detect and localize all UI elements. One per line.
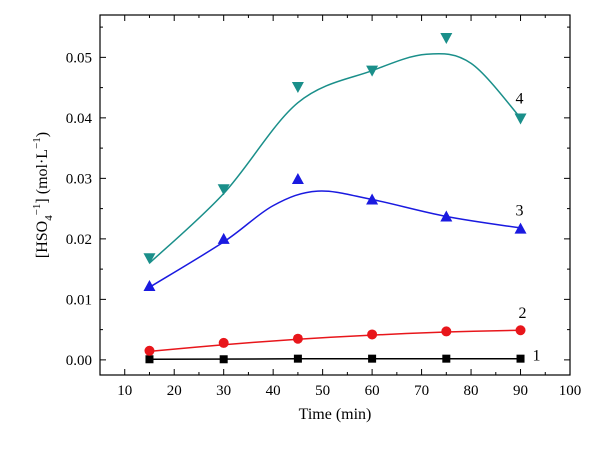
- x-tick-label: 60: [365, 383, 380, 399]
- series-4-point: [514, 113, 527, 125]
- series-4-curve: [148, 52, 522, 264]
- series-3-point: [217, 232, 230, 244]
- series-2-label: 2: [519, 305, 527, 322]
- x-tick-label: 90: [513, 383, 528, 399]
- x-tick-label: 10: [117, 383, 132, 399]
- x-tick-label: 50: [315, 383, 330, 399]
- series-2-point: [144, 345, 155, 356]
- y-tick-label: 0.02: [66, 232, 92, 248]
- series-1-point: [442, 354, 451, 363]
- series-3-point: [514, 222, 527, 234]
- series-markers: [143, 32, 527, 364]
- x-tick-label: 80: [464, 383, 479, 399]
- plot-frame: [99, 14, 571, 376]
- x-tick-label: 40: [266, 383, 281, 399]
- series-labels: 1 2 3 4: [516, 90, 541, 364]
- x-tick-label: 30: [216, 383, 231, 399]
- series-2-point: [218, 337, 229, 348]
- series-3-point: [440, 210, 453, 222]
- series-3-point: [143, 280, 156, 292]
- tick-labels: 10 20 30 40 50 60 70 80 90 100 0.00 0.01 0.02 0.03 0.0…: [66, 50, 582, 399]
- series-4-point: [143, 253, 156, 265]
- series-3-label: 3: [516, 203, 524, 220]
- y-tick-label: 0.05: [66, 50, 92, 66]
- series-1-point: [145, 355, 154, 364]
- x-axis-title: Time (min): [299, 406, 372, 423]
- series-4-point: [366, 65, 379, 77]
- series-1-point: [219, 355, 228, 364]
- series-1-curve: [149, 357, 521, 361]
- series-3-point: [366, 193, 379, 205]
- x-tick-label: 20: [167, 383, 182, 399]
- y-tick-label: 0.01: [66, 292, 92, 308]
- series-4-point: [217, 184, 230, 196]
- series-2-curve: [149, 329, 521, 353]
- series-1-point: [293, 354, 302, 363]
- series-3-point: [291, 172, 304, 184]
- axis-ticks: [99, 15, 571, 375]
- series-1-label: 1: [533, 348, 541, 365]
- series-curves: [148, 52, 522, 361]
- series-3-curve: [149, 190, 521, 288]
- y-tick-label: 0.03: [66, 171, 92, 187]
- series-1-point: [516, 354, 525, 363]
- series-2-point: [441, 326, 452, 337]
- series-2-point: [367, 329, 378, 340]
- series-4-point: [440, 32, 453, 44]
- series-1-point: [368, 354, 377, 363]
- series-2-point: [292, 333, 303, 344]
- y-tick-label: 0.00: [66, 353, 92, 369]
- x-tick-label: 70: [414, 383, 429, 399]
- series-4-point: [291, 82, 304, 93]
- series-4-label: 4: [516, 90, 524, 107]
- x-tick-label: 100: [559, 383, 582, 399]
- y-axis-title: [HSO4−1] (mol·L−1): [31, 132, 55, 258]
- series-2-point: [515, 325, 526, 336]
- y-tick-label: 0.04: [66, 111, 93, 127]
